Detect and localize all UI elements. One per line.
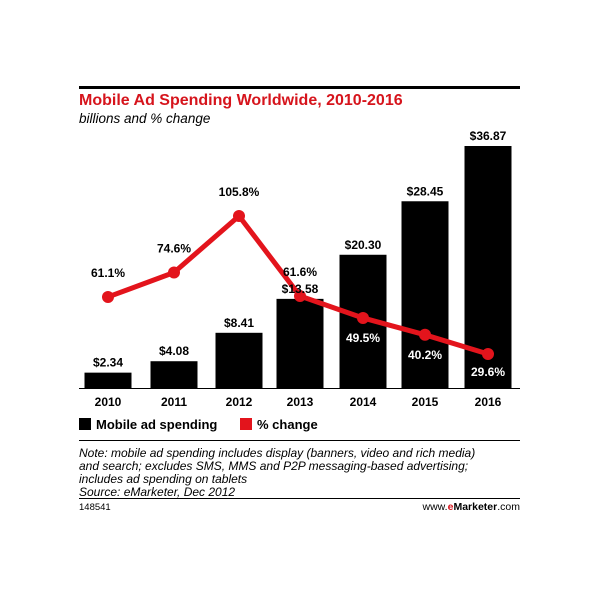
- change-value-label: 49.5%: [346, 331, 380, 345]
- change-point: [482, 348, 494, 360]
- change-value-label: 74.6%: [157, 242, 191, 256]
- change-value-label: 105.8%: [219, 185, 260, 199]
- bar: [150, 361, 198, 388]
- x-tick-label: 2013: [287, 395, 314, 409]
- x-tick-label: 2015: [412, 395, 439, 409]
- note-line: and search; excludes SMS, MMS and P2P me…: [79, 459, 469, 473]
- chart-id: 148541: [79, 502, 111, 513]
- change-point: [357, 311, 369, 324]
- chart-title: Mobile Ad Spending Worldwide, 2010-2016: [79, 92, 403, 109]
- change-value-label: 61.1%: [91, 266, 125, 280]
- change-value-label: 40.2%: [408, 348, 442, 362]
- change-value-label: 61.6%: [283, 265, 317, 279]
- note-line: includes ad spending on tablets: [79, 472, 248, 486]
- legend-item-spending: Mobile ad spending: [79, 416, 217, 432]
- bar-value-label: $20.30: [345, 238, 382, 252]
- x-tick-label: 2011: [161, 395, 187, 409]
- change-point: [419, 328, 431, 341]
- site-prefix: www.: [422, 501, 448, 513]
- change-point: [168, 266, 180, 279]
- bar: [276, 298, 324, 388]
- x-tick-label: 2012: [226, 395, 253, 409]
- bar-value-label: $2.34: [93, 356, 123, 370]
- site-link[interactable]: www.eMarketer.com: [423, 501, 520, 513]
- legend-label-spending: Mobile ad spending: [96, 416, 218, 432]
- x-tick-label: 2016: [475, 395, 502, 409]
- footer-divider: [79, 498, 520, 499]
- bar: [84, 372, 132, 388]
- change-point: [294, 290, 306, 303]
- bar: [401, 201, 449, 388]
- brand-name: Marketer: [453, 501, 498, 513]
- change-value-label: 29.6%: [471, 365, 505, 379]
- bar-value-label: $28.45: [407, 184, 444, 198]
- x-tick-label: 2010: [95, 395, 122, 409]
- chart-area: $2.34 $4.08 $8.41 $13.58 $20.30 $28.45 $36.87 6…: [79, 129, 520, 409]
- top-rule: [79, 86, 520, 89]
- bar: [215, 332, 263, 388]
- note-source: Source: eMarketer, Dec 2012: [79, 485, 236, 499]
- legend-swatch-spending: [79, 418, 91, 430]
- legend-swatch-change: [240, 418, 252, 430]
- change-point: [102, 290, 114, 303]
- legend-label-change: % change: [257, 416, 318, 432]
- bar-value-label: $36.87: [470, 129, 507, 143]
- bar-value-label: $13.58: [282, 282, 319, 296]
- note-line: Note: mobile ad spending includes displa…: [79, 446, 476, 460]
- bar-value-label: $8.41: [224, 316, 254, 330]
- brand-e: e: [447, 501, 454, 513]
- note-divider: [79, 440, 520, 441]
- x-tick-label: 2014: [350, 395, 377, 409]
- chart-note: Note: mobile ad spending includes displa…: [79, 447, 520, 499]
- bar-value-label: $4.08: [159, 344, 189, 358]
- chart-subtitle: billions and % change: [79, 111, 211, 126]
- site-suffix: .com: [497, 501, 520, 513]
- legend-item-change: % change: [240, 416, 318, 432]
- change-point: [233, 210, 245, 222]
